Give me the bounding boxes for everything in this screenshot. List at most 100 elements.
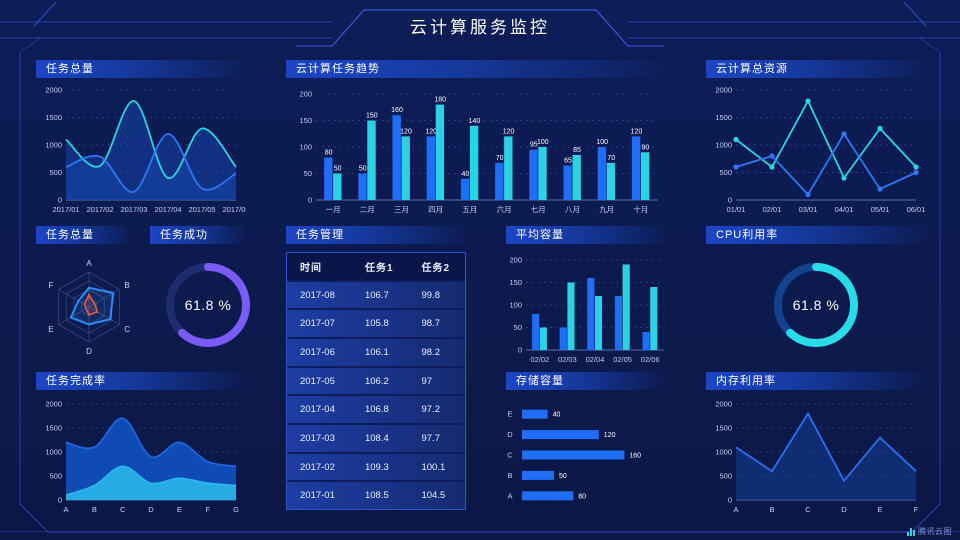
svg-text:0: 0 — [728, 196, 732, 205]
svg-text:A: A — [507, 491, 512, 500]
svg-text:120: 120 — [400, 128, 412, 135]
table-header-cell: 时间 — [300, 262, 322, 274]
table-row: 2017-08 106.7 99.8 — [287, 281, 465, 309]
svg-text:1000: 1000 — [715, 448, 732, 457]
table-cell: 106.1 — [364, 346, 389, 358]
svg-text:A: A — [733, 505, 738, 514]
svg-text:120: 120 — [503, 128, 515, 135]
svg-text:E: E — [177, 505, 182, 514]
table-cell: 2017-02 — [300, 461, 335, 473]
svg-text:02/06: 02/06 — [641, 355, 660, 364]
completion-rate-chart: 0 500 1000 1500 2000 A B C D E F G — [36, 392, 246, 516]
svg-text:1500: 1500 — [715, 424, 732, 433]
panel-title-memory-usage: 内存利用率 — [706, 372, 926, 390]
svg-text:0: 0 — [58, 196, 62, 205]
table-cell: 106.7 — [364, 289, 389, 301]
table-row: 2017-03 108.4 97.7 — [287, 425, 465, 452]
table-cell: 2017-07 — [300, 318, 335, 330]
svg-text:120: 120 — [631, 128, 643, 135]
svg-text:500: 500 — [49, 472, 62, 481]
svg-text:0: 0 — [308, 196, 312, 205]
table-row: 2017-05 106.2 97 — [287, 367, 465, 395]
panel-title-task-trend: 云计算任务趋势 — [286, 60, 666, 78]
svg-text:100: 100 — [299, 143, 312, 152]
table-cell: 2017-05 — [300, 375, 335, 387]
panel-task-success: 任务成功 61.8 % — [150, 226, 250, 366]
svg-text:F: F — [914, 505, 919, 514]
svg-text:一月: 一月 — [326, 205, 341, 214]
table-row: 2017-02 109.3 100.1 — [287, 453, 465, 481]
svg-text:九月: 九月 — [599, 205, 614, 214]
panel-avg-capacity: 平均容量 0 50 100 150 200 02/02 02/03 02/04 02/05 02/… — [496, 226, 672, 366]
svg-text:85: 85 — [573, 147, 581, 154]
avg-capacity-chart: 0 50 100 150 200 02/02 02/03 02/04 02/05 02/06 — [496, 244, 672, 366]
svg-text:2000: 2000 — [715, 400, 732, 409]
svg-text:65: 65 — [564, 158, 572, 165]
svg-text:六月: 六月 — [497, 204, 512, 214]
svg-text:150: 150 — [509, 278, 522, 287]
svg-text:1500: 1500 — [45, 424, 62, 433]
svg-text:1500: 1500 — [715, 113, 732, 122]
svg-text:05/01: 05/01 — [871, 205, 890, 214]
svg-text:B: B — [92, 505, 97, 514]
table-row: 2017-06 106.1 98.2 — [287, 339, 465, 366]
table-cell: 2017-04 — [300, 404, 335, 416]
svg-text:D: D — [86, 347, 92, 356]
svg-text:五月: 五月 — [462, 205, 477, 214]
svg-text:03/01: 03/01 — [799, 205, 818, 214]
svg-text:180: 180 — [434, 97, 446, 104]
table-cell: 98.2 — [421, 346, 440, 358]
panel-title-task-table: 任务管理 — [286, 226, 466, 244]
table-cell: 108.5 — [364, 490, 389, 502]
svg-text:1000: 1000 — [715, 141, 732, 150]
table-cell: 104.5 — [421, 490, 446, 502]
cloud-chart-logo-icon — [907, 527, 915, 536]
svg-text:02/04: 02/04 — [586, 355, 605, 364]
svg-text:40: 40 — [462, 171, 470, 178]
svg-text:200: 200 — [299, 90, 312, 99]
table-cell: 2017-03 — [300, 432, 335, 444]
table-row: 2017-07 105.8 98.7 — [287, 310, 465, 338]
panel-task-table: 任务管理 时间 任务1 任务2 2017-08 106.7 99.8 2017-07 105.… — [286, 226, 466, 516]
storage-chart: E 40 D 120 C 160 B 50 A 80 — [496, 392, 672, 516]
page-title: 云计算服务监控 — [410, 18, 550, 37]
footer-logo-text: 腾讯云图 — [918, 527, 952, 536]
svg-text:02/03: 02/03 — [558, 355, 577, 364]
svg-text:B: B — [769, 505, 774, 514]
svg-text:1000: 1000 — [45, 448, 62, 457]
panel-title-tasks-radar: 任务总量 — [36, 226, 130, 244]
svg-text:02/02: 02/02 — [530, 355, 549, 364]
table-cell: 100.1 — [421, 461, 446, 473]
svg-text:100: 100 — [509, 301, 522, 310]
svg-text:50: 50 — [514, 323, 522, 332]
panel-title-storage: 存储容量 — [506, 372, 666, 390]
svg-text:C: C — [507, 451, 513, 460]
table-cell: 2017-06 — [300, 346, 335, 358]
svg-text:E: E — [877, 505, 882, 514]
footer-logo: 腾讯云图 — [907, 526, 952, 537]
svg-text:500: 500 — [49, 168, 62, 177]
svg-text:100: 100 — [596, 139, 608, 146]
svg-text:02/01: 02/01 — [763, 205, 782, 214]
svg-text:四月: 四月 — [428, 205, 443, 214]
svg-text:200: 200 — [509, 256, 522, 265]
svg-text:04/01: 04/01 — [835, 205, 854, 214]
panel-total-resources: 云计算总资源 0 500 1000 1500 2000 01/01 02/01 03/01 04… — [706, 60, 926, 216]
table-cell: 97.7 — [421, 432, 440, 444]
svg-text:2017/05: 2017/05 — [188, 205, 215, 214]
svg-text:B: B — [124, 281, 129, 290]
svg-text:C: C — [805, 505, 811, 514]
panel-memory-usage: 内存利用率 0 500 1000 1500 2000 A B C D E F — [706, 372, 926, 516]
table-cell: 108.4 — [364, 432, 389, 444]
panel-cpu-usage: CPU利用率 61.8 % — [706, 226, 926, 366]
svg-text:2017/02: 2017/02 — [86, 205, 113, 214]
panel-storage: 存储容量 E 40 D 120 C 160 B 50 A 80 — [496, 372, 672, 516]
svg-text:40: 40 — [553, 412, 561, 419]
svg-text:2000: 2000 — [715, 86, 732, 95]
table-header-row: 时间 任务1 任务2 — [287, 253, 465, 280]
svg-text:160: 160 — [391, 107, 403, 114]
svg-text:01/01: 01/01 — [727, 205, 746, 214]
svg-text:D: D — [507, 430, 513, 439]
svg-text:二月: 二月 — [360, 205, 375, 214]
svg-text:2017/04: 2017/04 — [154, 205, 181, 214]
